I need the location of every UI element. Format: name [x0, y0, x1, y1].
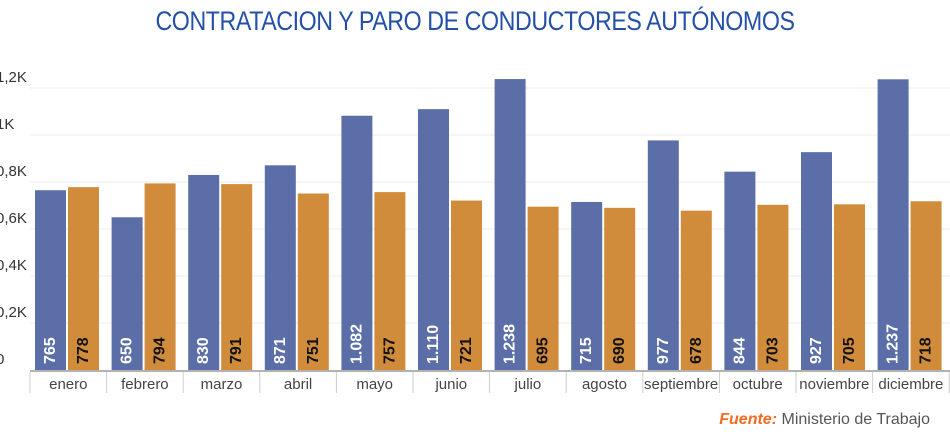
x-tick-label: agosto	[582, 376, 627, 393]
data-label: 844	[731, 337, 748, 364]
y-tick-label: 1,2K	[0, 69, 27, 86]
y-tick-label: 0,4K	[0, 257, 27, 274]
bar-orange	[297, 193, 329, 370]
bar-orange	[68, 187, 99, 370]
bar-blue	[647, 140, 679, 370]
data-label: 678	[688, 337, 705, 364]
bar-orange	[527, 206, 559, 370]
source-text: Ministerio de Trabajo	[781, 411, 930, 428]
bar-blue	[418, 109, 449, 371]
x-tick-label: julio	[514, 376, 542, 393]
x-tick-label: febrero	[121, 376, 169, 393]
y-tick-label: 0,6K	[0, 210, 27, 227]
data-label: 718	[918, 337, 935, 364]
data-label: 778	[75, 337, 92, 364]
data-label: 977	[655, 337, 672, 364]
bar-blue	[877, 79, 909, 371]
data-label: 871	[272, 337, 289, 364]
data-label: 751	[305, 337, 322, 364]
bar-orange	[451, 200, 482, 370]
data-label: 703	[764, 337, 781, 364]
data-label: 1.238	[502, 324, 519, 364]
data-label: 690	[611, 337, 628, 364]
bar-orange	[910, 201, 942, 370]
bar-blue	[264, 165, 296, 370]
data-label: 791	[228, 337, 245, 364]
y-tick-label: 1K	[0, 116, 14, 133]
data-label: 705	[841, 337, 858, 364]
x-tick-label: enero	[49, 376, 87, 393]
bar-blue	[494, 79, 526, 370]
x-tick-label: diciembre	[878, 376, 943, 393]
bar-orange	[680, 210, 712, 370]
bar-orange	[757, 204, 789, 370]
x-tick-label: junio	[434, 376, 467, 393]
y-tick-label: 0,2K	[0, 304, 27, 321]
bar-orange	[221, 184, 253, 370]
y-tick-label: 0	[0, 351, 4, 368]
data-label: 1.110	[425, 325, 442, 364]
y-tick-label: 0,8K	[0, 163, 27, 180]
x-tick-label: mayo	[356, 376, 393, 393]
bar-blue	[571, 201, 603, 370]
data-label: 830	[195, 337, 212, 364]
bar-blue	[111, 217, 143, 370]
data-label: 715	[578, 337, 595, 364]
source-note: Fuente: Ministerio de Trabajo	[719, 411, 930, 429]
bar-blue	[35, 190, 66, 370]
data-label: 757	[381, 337, 398, 364]
data-label: 927	[808, 337, 825, 364]
bar-orange	[374, 192, 406, 370]
source-label: Fuente:	[719, 411, 778, 428]
x-tick-label: octubre	[733, 376, 783, 393]
bar-blue	[801, 152, 832, 370]
data-label: 650	[119, 337, 136, 364]
data-label: 1.082	[348, 324, 365, 364]
chart-title: CONTRATACION Y PARO DE CONDUCTORES AUTÓN…	[155, 6, 795, 36]
bar-blue	[188, 174, 220, 370]
data-label: 794	[152, 337, 169, 364]
bar-blue	[341, 115, 373, 370]
x-tick-label: abril	[284, 376, 312, 393]
bar-orange	[834, 204, 865, 370]
x-tick-label: septiembre	[644, 376, 718, 393]
data-label: 721	[458, 337, 475, 364]
data-label: 695	[535, 337, 552, 364]
data-label: 765	[42, 337, 59, 364]
x-tick-label: marzo	[201, 376, 243, 393]
bar-orange	[144, 183, 176, 370]
x-tick-label: noviembre	[799, 376, 869, 393]
data-label: 1.237	[885, 324, 902, 364]
bar-orange	[604, 207, 636, 370]
bar-blue	[724, 171, 756, 370]
